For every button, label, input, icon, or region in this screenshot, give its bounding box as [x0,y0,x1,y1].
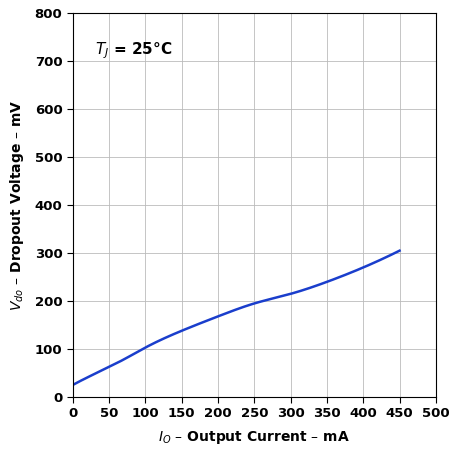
Text: $T_J$ = 25°C: $T_J$ = 25°C [95,40,172,61]
X-axis label: $I_O$ – Output Current – mA: $I_O$ – Output Current – mA [158,429,350,446]
Y-axis label: $V_{do}$ – Dropout Voltage – mV: $V_{do}$ – Dropout Voltage – mV [8,99,26,311]
